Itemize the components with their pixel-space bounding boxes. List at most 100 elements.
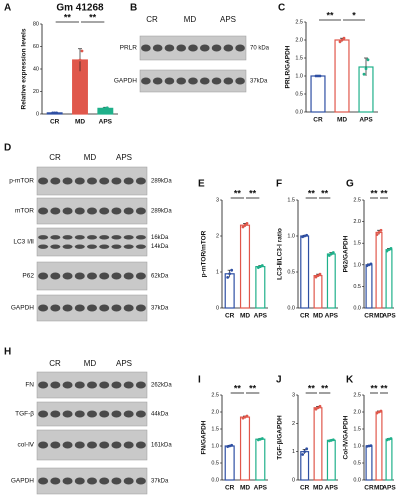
blot-band <box>38 235 49 240</box>
blot-band <box>99 272 110 280</box>
blot-band <box>87 244 97 249</box>
blot-band <box>87 381 97 389</box>
bar <box>239 224 251 309</box>
bar <box>255 438 266 481</box>
blot-column-label: APS <box>116 359 132 368</box>
y-tick-label: 0.5 <box>353 284 361 290</box>
x-tick-label: MD <box>75 119 85 126</box>
data-point <box>366 58 370 62</box>
blot-band <box>87 441 97 449</box>
blot-band <box>87 235 97 240</box>
blot-band <box>135 235 146 240</box>
bar <box>255 266 266 309</box>
x-tick-label: MD <box>374 485 384 492</box>
data-point <box>331 251 335 254</box>
data-point <box>230 268 234 272</box>
blot-column-label: APS <box>116 153 132 162</box>
blot-band <box>111 177 122 185</box>
blot-band <box>111 304 122 312</box>
panel-letter: I <box>198 375 201 386</box>
data-point <box>316 406 320 410</box>
x-tick-label: CR <box>300 313 310 320</box>
blot-band <box>111 441 122 449</box>
blot-size-label: 37kDa <box>250 79 268 85</box>
y-tick-label: 2.0 <box>353 219 361 225</box>
x-tick-label: APS <box>325 485 339 492</box>
blot-band <box>141 77 151 85</box>
data-point <box>53 111 57 115</box>
data-point <box>364 67 368 71</box>
significance-label: ** <box>380 383 388 393</box>
blot-band <box>135 381 146 389</box>
blot-band <box>176 44 187 52</box>
blot-size-label: 289kDa <box>151 209 172 215</box>
y-tick-label: 2.5 <box>353 392 361 398</box>
blot-band <box>211 44 222 52</box>
blot-band <box>99 244 110 249</box>
blot-band <box>38 304 49 312</box>
blot-band <box>62 304 73 312</box>
blot-band <box>135 441 146 449</box>
bar <box>385 438 393 481</box>
blot-band <box>99 235 110 240</box>
blot-size-label: 262kDa <box>151 383 172 389</box>
y-tick-label: 0 <box>216 305 219 311</box>
data-point <box>314 275 318 279</box>
bar <box>365 264 373 309</box>
y-axis-label: P62/GAPDH <box>343 235 350 272</box>
y-tick-label: 2.0 <box>353 409 361 415</box>
bar <box>300 451 310 481</box>
y-tick-label: 1.5 <box>295 55 303 61</box>
blot-row-label: GAPDH <box>11 478 34 485</box>
blot-band <box>38 207 49 215</box>
blot-band <box>38 177 49 185</box>
blot-band <box>87 477 97 485</box>
blot-band <box>235 44 245 52</box>
significance-label: ** <box>64 12 72 22</box>
y-tick-label: 0.0 <box>211 477 219 483</box>
blot-band <box>141 44 151 52</box>
blot-band <box>62 477 73 485</box>
data-point <box>389 437 393 440</box>
data-point <box>314 74 318 78</box>
bar <box>365 445 373 481</box>
x-tick-label: CR <box>225 313 235 320</box>
data-point <box>55 111 59 115</box>
data-point <box>305 447 309 451</box>
data-point <box>342 36 346 40</box>
blot-band <box>164 77 175 85</box>
blot-band <box>188 44 198 52</box>
blot-size-label: 37kDa <box>151 479 169 485</box>
panel-letter: D <box>4 143 11 154</box>
blot-band <box>38 441 49 449</box>
x-tick-label: MD <box>240 313 250 320</box>
blot-size-label: 161kDa <box>151 443 172 449</box>
data-point <box>377 231 381 234</box>
y-tick-label: 2.0 <box>211 409 219 415</box>
blot-band <box>74 235 85 240</box>
blot-band <box>111 410 122 418</box>
significance-label: ** <box>370 383 378 393</box>
y-tick-label: 1.5 <box>211 426 219 432</box>
blot-band <box>99 477 110 485</box>
blot-band <box>123 244 134 249</box>
blot-band <box>211 77 222 85</box>
data-point <box>331 438 335 442</box>
x-tick-label: MD <box>240 485 250 492</box>
blot-band <box>50 410 61 418</box>
bar <box>310 75 326 113</box>
significance-label: ** <box>249 383 257 393</box>
y-tick-label: 2 <box>216 233 219 239</box>
y-tick-label: 0 <box>292 477 295 483</box>
y-tick-label: 0.0 <box>287 305 295 311</box>
chart-title: Gm 41268 <box>56 3 104 14</box>
significance-label: ** <box>321 383 329 393</box>
x-tick-label: CR <box>50 119 60 126</box>
blot-band <box>135 477 146 485</box>
significance-label: ** <box>308 383 316 393</box>
y-tick-label: 1.0 <box>287 233 295 239</box>
x-tick-label: CR <box>225 485 235 492</box>
x-tick-label: APS <box>359 117 373 124</box>
significance-label: ** <box>249 188 257 198</box>
blot-band <box>135 177 146 185</box>
